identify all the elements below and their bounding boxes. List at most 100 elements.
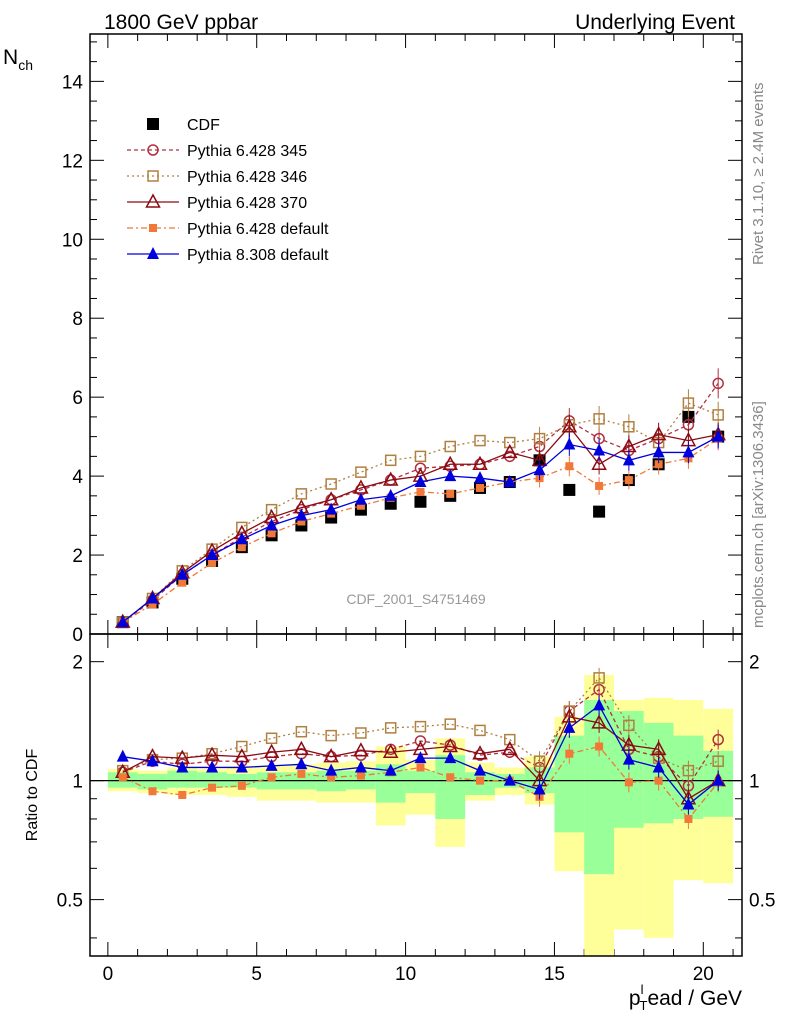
- data-point: [622, 752, 635, 765]
- data-point: [472, 455, 488, 471]
- data-point: [235, 760, 248, 773]
- rivet-label: Rivet 3.1.10, ≥ 2.4M events: [750, 83, 767, 266]
- data-point: [565, 749, 574, 758]
- data-point: [444, 469, 457, 482]
- data-point: [712, 733, 724, 746]
- data-point: [474, 434, 486, 447]
- band-green: [405, 770, 436, 794]
- data-point: [682, 445, 695, 458]
- x-tick-label: 15: [544, 964, 565, 985]
- data-point: [474, 471, 487, 484]
- header-title-left: 1800 GeV ppbar: [104, 11, 258, 34]
- data-point: [476, 776, 485, 785]
- legend-entry: Pythia 6.428 345: [127, 143, 307, 160]
- data-point: [178, 578, 187, 587]
- data-point: [353, 742, 369, 757]
- data-point: [355, 727, 367, 739]
- data-point: [502, 443, 518, 459]
- y-tick-label: 8: [72, 309, 83, 330]
- data-point: [561, 418, 578, 433]
- data-point: [504, 733, 516, 746]
- y-tick-label: 10: [62, 230, 83, 251]
- data-point: [263, 743, 280, 758]
- series-5: [116, 424, 725, 628]
- data-point: [712, 409, 724, 421]
- data-point: [327, 773, 336, 782]
- data-point: [382, 471, 399, 486]
- data-point: [414, 495, 427, 508]
- legend-entry: Pythia 6.428 346: [127, 169, 307, 186]
- series-line: [122, 716, 719, 800]
- data-point: [414, 735, 427, 747]
- legend-label: Pythia 6.428 370: [187, 195, 307, 212]
- data-point: [416, 487, 425, 496]
- ratio-y-tick-label: 0.5: [57, 891, 83, 912]
- data-point: [444, 440, 456, 453]
- data-point: [504, 450, 516, 463]
- data-point: [414, 462, 427, 474]
- main-plot-series: [114, 368, 726, 629]
- data-point: [267, 773, 276, 782]
- legend-entry: CDF: [147, 117, 220, 134]
- legend-label: Pythia 8.308 default: [187, 247, 329, 264]
- data-point: [652, 760, 665, 773]
- data-point: [325, 763, 338, 776]
- data-point: [118, 773, 127, 782]
- data-point: [533, 432, 546, 445]
- legend-label: CDF: [187, 117, 220, 134]
- data-point: [208, 783, 217, 792]
- data-point: [595, 481, 604, 490]
- data-point: [208, 558, 217, 567]
- data-point: [593, 672, 605, 684]
- legend-marker: [147, 118, 159, 130]
- data-point: [533, 463, 546, 476]
- y-tick-label: 2: [72, 546, 83, 567]
- data-point: [712, 429, 725, 442]
- data-point: [295, 488, 308, 500]
- data-point: [146, 754, 159, 767]
- data-point: [235, 532, 248, 545]
- data-point: [354, 492, 367, 505]
- data-point: [176, 760, 189, 773]
- data-point: [206, 760, 219, 773]
- data-point: [563, 483, 576, 496]
- data-point: [178, 790, 187, 799]
- data-point: [446, 489, 455, 498]
- data-point: [593, 413, 605, 425]
- data-point: [384, 454, 397, 467]
- data-point: [623, 421, 635, 433]
- data-point: [591, 455, 607, 471]
- data-point: [712, 773, 725, 786]
- band-green: [435, 755, 466, 819]
- y-tick-label: 14: [62, 72, 84, 93]
- data-point: [236, 740, 248, 753]
- data-point: [265, 518, 278, 531]
- legend-entry: Pythia 6.428 default: [127, 221, 329, 238]
- data-point: [116, 615, 129, 628]
- series-4: [116, 695, 725, 815]
- data-point: [476, 483, 485, 492]
- y-tick-label: 12: [62, 151, 83, 172]
- data-point: [446, 773, 455, 782]
- data-point: [295, 508, 308, 521]
- data-point: [323, 748, 339, 763]
- data-point: [684, 814, 693, 823]
- ratio-frame: [89, 633, 743, 957]
- data-point: [325, 502, 338, 515]
- data-point: [533, 782, 546, 795]
- band-green: [197, 772, 227, 788]
- data-point: [654, 460, 663, 469]
- legend-marker: [145, 193, 161, 208]
- data-point: [384, 722, 397, 734]
- legend-label: Pythia 6.428 345: [187, 143, 307, 160]
- legend-marker: [147, 170, 159, 182]
- data-point: [682, 764, 695, 777]
- x-axis-label: pl Tead / GeV: [629, 982, 742, 1013]
- data-point: [206, 548, 219, 561]
- data-point: [295, 757, 308, 770]
- data-point: [472, 745, 488, 760]
- band-green: [167, 770, 198, 788]
- data-point: [623, 719, 635, 732]
